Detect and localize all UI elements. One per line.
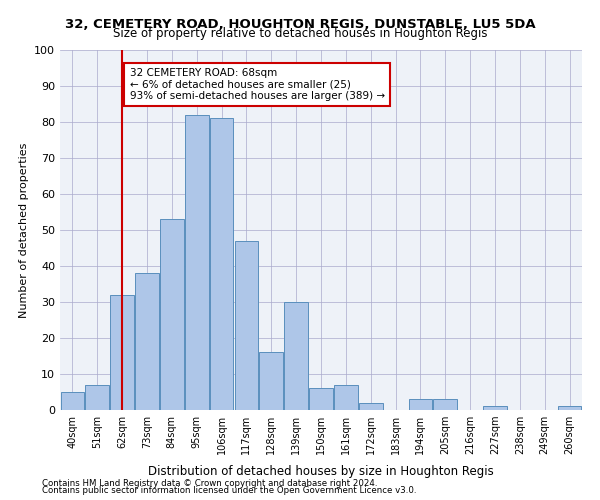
Y-axis label: Number of detached properties: Number of detached properties (19, 142, 29, 318)
Bar (210, 118, 233, 410)
Bar (160, 219, 184, 410)
Bar (409, 399, 432, 410)
Bar (259, 352, 283, 410)
Bar (483, 406, 507, 410)
Bar (85, 385, 109, 410)
Bar (359, 403, 383, 410)
Bar (558, 406, 581, 410)
Bar (334, 385, 358, 410)
X-axis label: Distribution of detached houses by size in Houghton Regis: Distribution of detached houses by size … (148, 466, 494, 478)
Bar (284, 302, 308, 410)
Bar (433, 399, 457, 410)
Text: Size of property relative to detached houses in Houghton Regis: Size of property relative to detached ho… (113, 28, 487, 40)
Text: Contains public sector information licensed under the Open Government Licence v3: Contains public sector information licen… (42, 486, 416, 495)
Bar (135, 273, 159, 410)
Text: Contains HM Land Registry data © Crown copyright and database right 2024.: Contains HM Land Registry data © Crown c… (42, 478, 377, 488)
Text: 32, CEMETERY ROAD, HOUGHTON REGIS, DUNSTABLE, LU5 5DA: 32, CEMETERY ROAD, HOUGHTON REGIS, DUNST… (65, 18, 535, 30)
Bar (110, 295, 134, 410)
Bar (309, 388, 333, 410)
Bar (61, 392, 84, 410)
Bar (235, 241, 258, 410)
Text: 32 CEMETERY ROAD: 68sqm
← 6% of detached houses are smaller (25)
93% of semi-det: 32 CEMETERY ROAD: 68sqm ← 6% of detached… (130, 68, 385, 101)
Bar (185, 115, 209, 410)
